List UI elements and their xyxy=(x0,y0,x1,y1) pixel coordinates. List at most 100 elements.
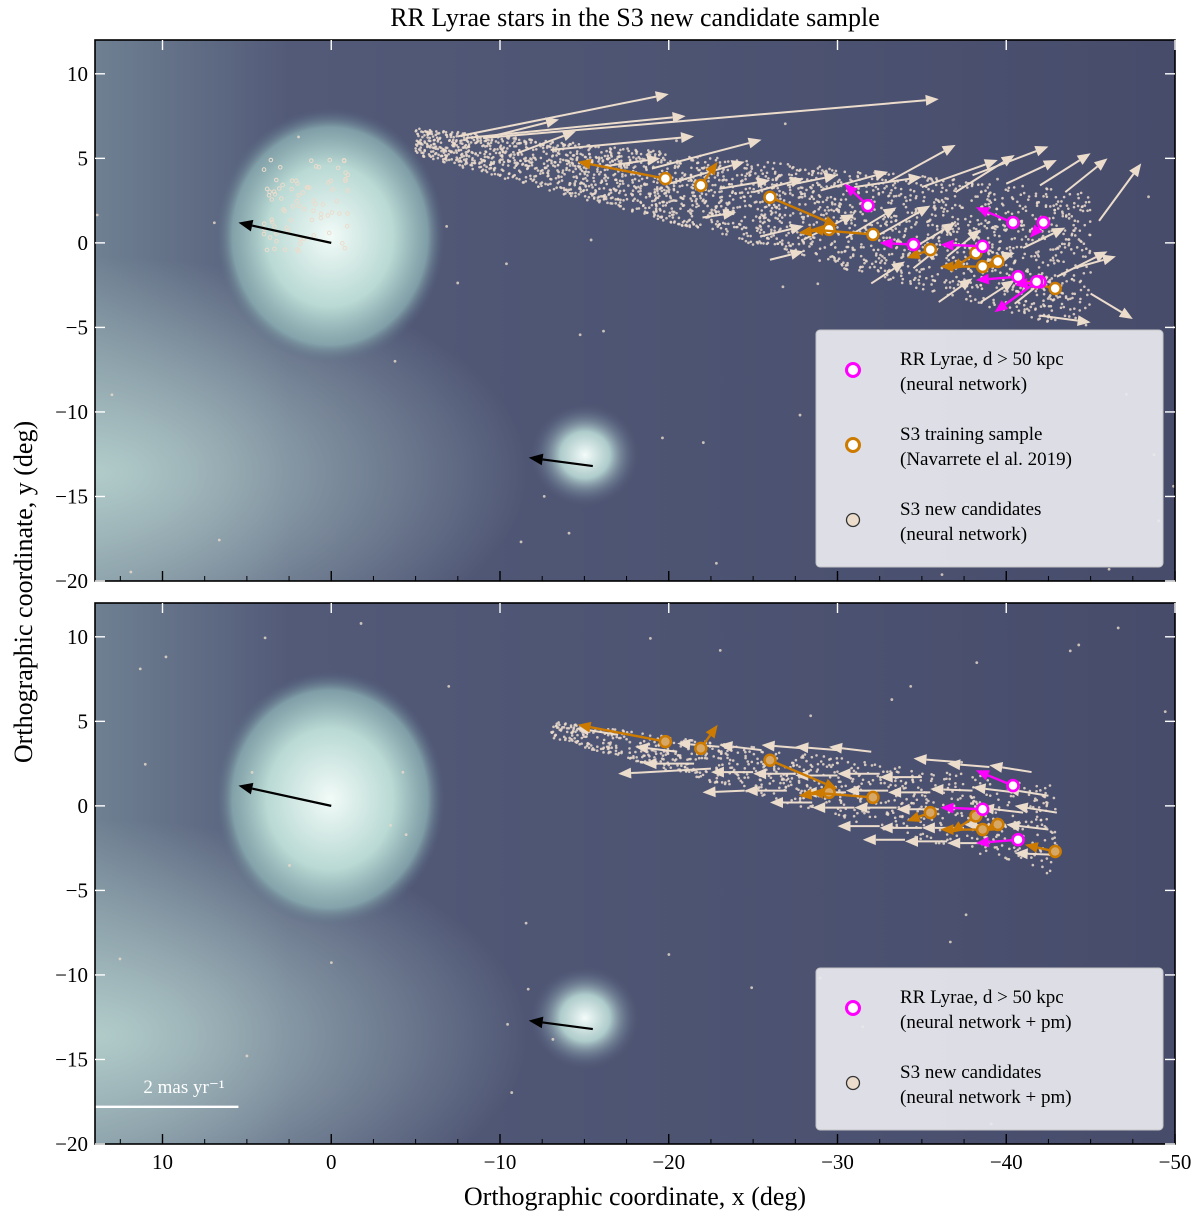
candidate-point xyxy=(796,236,800,240)
candidate-point xyxy=(834,169,838,173)
field-star xyxy=(602,329,605,333)
candidate-pm-arrow xyxy=(1098,163,1142,222)
candidate-point xyxy=(714,158,718,162)
candidate-point xyxy=(781,239,784,242)
candidate-point xyxy=(1029,272,1032,276)
candidate-point xyxy=(731,221,735,225)
field-star xyxy=(783,122,787,126)
candidate-point xyxy=(789,214,792,217)
candidate-point xyxy=(919,837,922,841)
candidate-point xyxy=(639,741,642,745)
candidate-point xyxy=(431,154,435,158)
candidate-point xyxy=(1063,242,1066,246)
candidate-point xyxy=(512,150,515,154)
candidate-point xyxy=(593,192,596,195)
lmc-candidate-point xyxy=(269,219,275,225)
candidate-point xyxy=(606,176,610,180)
candidate-point xyxy=(934,784,937,787)
candidate-point xyxy=(795,763,799,767)
candidate-point xyxy=(440,149,443,153)
candidate-point xyxy=(1058,245,1061,248)
candidate-point xyxy=(703,160,707,164)
candidate-point xyxy=(974,298,977,301)
candidate-point xyxy=(447,153,450,156)
candidate-point xyxy=(698,771,702,774)
candidate-point xyxy=(811,183,815,187)
candidate-point xyxy=(877,239,881,242)
candidate-point xyxy=(1088,251,1091,255)
candidate-point xyxy=(918,270,921,274)
candidate-point xyxy=(617,191,621,195)
candidate-point xyxy=(534,141,538,144)
candidate-point xyxy=(508,144,512,148)
lmc-candidate-point xyxy=(304,185,310,190)
candidate-point xyxy=(802,215,806,219)
candidate-point xyxy=(653,194,657,197)
candidate-point xyxy=(669,159,672,163)
candidate-point xyxy=(617,155,621,159)
candidate-point xyxy=(419,138,422,142)
candidate-point xyxy=(1007,801,1011,804)
candidate-point xyxy=(517,169,521,172)
candidate-point xyxy=(731,198,735,201)
candidate-point xyxy=(647,206,651,210)
candidate-point xyxy=(662,210,666,213)
candidate-point xyxy=(909,282,913,285)
candidate-point xyxy=(843,814,847,817)
candidate-point xyxy=(1072,274,1076,277)
candidate-point xyxy=(685,220,689,224)
candidate-point xyxy=(938,828,942,832)
candidate-point xyxy=(764,175,768,178)
candidate-point xyxy=(465,157,468,161)
candidate-point xyxy=(695,775,698,779)
candidate-point xyxy=(583,194,587,198)
candidate-point xyxy=(843,211,847,214)
candidate-point xyxy=(501,169,505,172)
candidate-point xyxy=(540,181,544,184)
candidate-point xyxy=(563,738,567,742)
candidate-point xyxy=(1088,220,1092,223)
candidate-point xyxy=(879,261,882,265)
candidate-point xyxy=(850,218,853,222)
candidate-point xyxy=(873,200,876,203)
candidate-point xyxy=(833,172,836,175)
candidate-point xyxy=(787,173,791,176)
candidate-point xyxy=(659,160,663,164)
candidate-point xyxy=(744,754,747,758)
candidate-point xyxy=(778,786,781,790)
candidate-point xyxy=(788,165,792,168)
candidate-point xyxy=(663,158,666,162)
candidate-point xyxy=(945,771,949,775)
candidate-point xyxy=(865,259,868,263)
candidate-point xyxy=(1078,229,1082,232)
candidate-point xyxy=(977,301,981,304)
candidate-point xyxy=(1037,250,1040,253)
candidate-point xyxy=(721,232,724,236)
candidate-point xyxy=(547,169,550,173)
candidate-point xyxy=(531,179,534,182)
candidate-point xyxy=(1047,230,1051,233)
candidate-point xyxy=(679,162,682,165)
training-point xyxy=(694,178,708,193)
candidate-point xyxy=(613,158,617,162)
field-star xyxy=(245,1054,249,1058)
candidate-point xyxy=(747,762,750,766)
lmc-candidate-point xyxy=(296,203,302,209)
candidate-point xyxy=(719,200,722,203)
candidate-point xyxy=(1064,215,1068,218)
candidate-point xyxy=(871,195,875,199)
lmc-candidate-point xyxy=(274,238,279,244)
candidate-point xyxy=(931,289,935,293)
candidate-point xyxy=(589,744,593,747)
candidate-point xyxy=(471,167,474,171)
candidate-point xyxy=(904,781,908,784)
candidate-point xyxy=(614,202,618,205)
candidate-point xyxy=(984,189,987,193)
candidate-point xyxy=(956,812,959,815)
candidate-point xyxy=(1008,847,1011,851)
candidate-point xyxy=(926,220,929,224)
candidate-point xyxy=(1079,288,1083,292)
candidate-point xyxy=(738,236,741,240)
candidate-point xyxy=(668,214,671,218)
candidate-pm-arrow xyxy=(753,768,796,780)
